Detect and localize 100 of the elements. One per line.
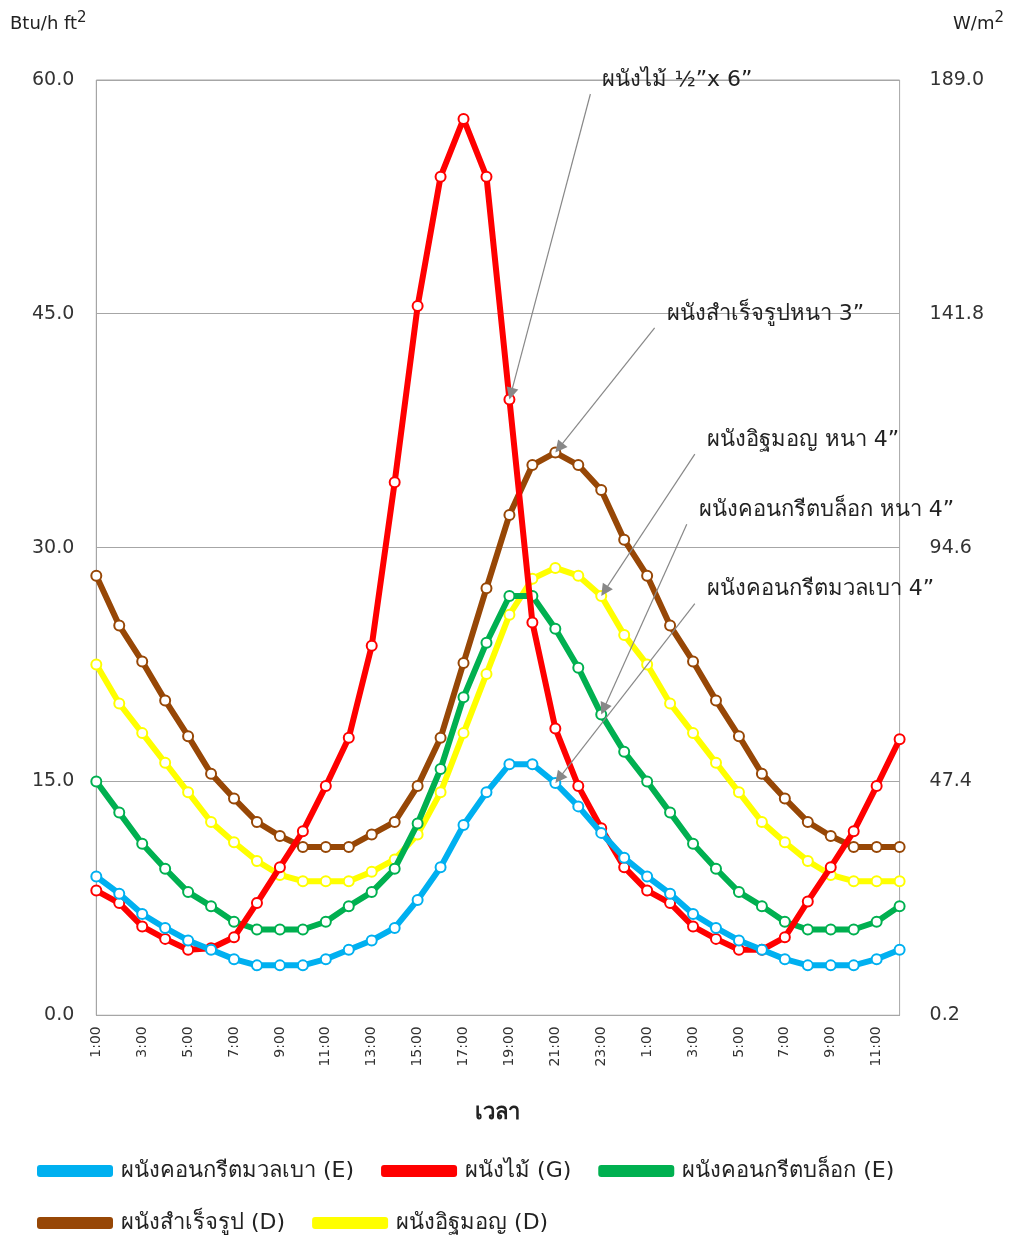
x-tick-label: 7:00	[775, 1026, 792, 1058]
point	[503, 758, 516, 771]
point	[434, 170, 447, 183]
point	[641, 870, 654, 883]
point	[732, 934, 745, 947]
y-tick-label: 45.0	[31, 300, 75, 323]
y2-tick-label: 47.4	[929, 768, 972, 791]
point	[618, 533, 631, 546]
point	[732, 730, 745, 743]
x-tick-label: 3:00	[683, 1026, 700, 1058]
point	[296, 959, 309, 972]
point	[90, 884, 103, 897]
point	[411, 817, 424, 830]
point	[411, 893, 424, 906]
point	[870, 875, 883, 888]
point	[549, 722, 562, 735]
point	[572, 661, 585, 674]
point	[182, 786, 195, 799]
point	[90, 658, 103, 671]
point	[342, 731, 355, 744]
point	[778, 953, 791, 966]
point	[250, 923, 263, 936]
point	[870, 840, 883, 853]
point	[847, 825, 860, 838]
point	[182, 730, 195, 743]
point	[342, 900, 355, 913]
point	[618, 628, 631, 641]
point	[664, 619, 677, 632]
point	[893, 900, 906, 913]
point	[549, 561, 562, 574]
point	[228, 931, 241, 944]
point	[778, 836, 791, 849]
x-tick-label: 11:00	[867, 1026, 884, 1067]
point	[480, 170, 493, 183]
point	[755, 900, 768, 913]
x-tick-label: 1:00	[86, 1026, 103, 1058]
point	[90, 775, 103, 788]
y2-tick-label: 141.8	[929, 300, 985, 323]
point	[595, 483, 608, 496]
point	[90, 870, 103, 883]
point	[732, 886, 745, 899]
point	[801, 854, 814, 867]
point	[526, 616, 539, 629]
x-tick-label: 11:00	[316, 1026, 333, 1067]
point	[434, 731, 447, 744]
point	[801, 959, 814, 972]
point	[365, 934, 378, 947]
point	[778, 915, 791, 928]
point	[113, 697, 126, 710]
point	[870, 953, 883, 966]
point	[250, 897, 263, 910]
point	[296, 825, 309, 838]
point	[687, 920, 700, 933]
legend-label: ผนังอิฐมอญ (D)	[396, 1208, 549, 1235]
point	[572, 459, 585, 472]
point	[641, 884, 654, 897]
point	[641, 775, 654, 788]
point	[457, 819, 470, 832]
point	[457, 691, 470, 704]
annotation: ผนังอิฐมอญ หนา 4”	[706, 425, 900, 452]
point	[778, 792, 791, 805]
point	[365, 639, 378, 652]
point	[572, 569, 585, 582]
point	[870, 780, 883, 793]
point	[205, 815, 218, 828]
point	[824, 959, 837, 972]
point	[182, 886, 195, 899]
point	[250, 815, 263, 828]
point	[641, 569, 654, 582]
point	[847, 840, 860, 853]
point	[365, 865, 378, 878]
point	[159, 932, 172, 945]
y-tick-label: 0.0	[44, 1002, 75, 1025]
point	[801, 923, 814, 936]
point	[526, 758, 539, 771]
annotation: ผนังคอนกรีตบล็อก หนา 4”	[698, 493, 955, 521]
point	[893, 943, 906, 956]
point	[457, 727, 470, 740]
point	[434, 786, 447, 799]
x-tick-label: 5:00	[729, 1026, 746, 1058]
point	[732, 786, 745, 799]
point	[503, 589, 516, 602]
point	[847, 875, 860, 888]
y-tick-label: 60.0	[31, 66, 75, 89]
point	[893, 840, 906, 853]
x-axis-title: เวลา	[475, 1098, 521, 1124]
point	[113, 806, 126, 819]
point	[182, 934, 195, 947]
point	[480, 667, 493, 680]
point	[342, 840, 355, 853]
legend-label: ผนังไม้ (G)	[465, 1156, 572, 1182]
point	[457, 656, 470, 669]
point	[273, 923, 286, 936]
point	[250, 854, 263, 867]
x-tick-label: 19:00	[500, 1026, 517, 1067]
point	[755, 767, 768, 780]
point	[687, 727, 700, 740]
point	[113, 887, 126, 900]
point	[296, 923, 309, 936]
legend-label: ผนังคอนกรีตมวลเบา (E)	[121, 1156, 355, 1182]
